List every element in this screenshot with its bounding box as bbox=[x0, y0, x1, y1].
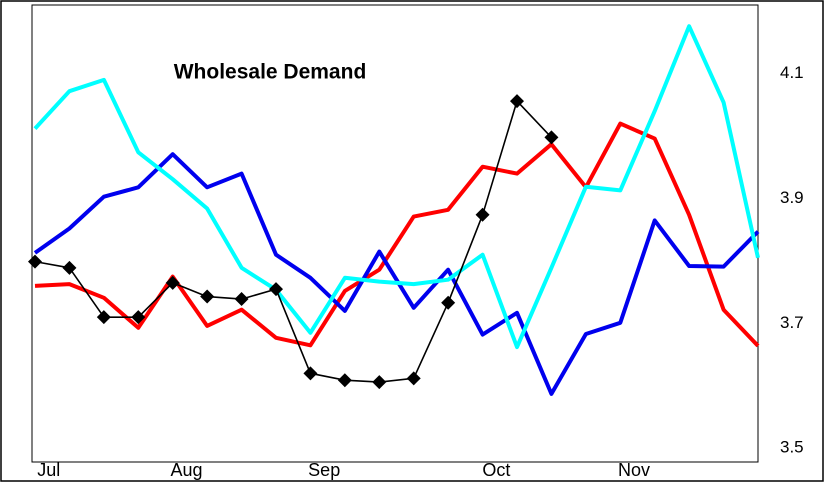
point-marker bbox=[131, 310, 146, 325]
x-tick-label: Oct bbox=[482, 460, 510, 480]
point-marker bbox=[372, 375, 387, 390]
y-tick-label: 3.7 bbox=[780, 313, 804, 332]
marks bbox=[28, 24, 760, 396]
point-marker bbox=[441, 295, 456, 310]
x-tick-label: Jul bbox=[37, 460, 60, 480]
y-tick-label: 3.9 bbox=[780, 188, 804, 207]
x-tick-label: Sep bbox=[308, 460, 340, 480]
point-marker bbox=[510, 94, 524, 109]
x-tick-label: Aug bbox=[170, 460, 202, 480]
point-marker bbox=[96, 310, 111, 325]
point-marker bbox=[303, 366, 318, 381]
point-marker bbox=[234, 292, 249, 307]
chart-title: Wholesale Demand bbox=[174, 61, 367, 84]
point-marker bbox=[269, 282, 283, 297]
series-line bbox=[34, 121, 760, 348]
y-tick-label: 3.5 bbox=[780, 438, 804, 457]
point-marker bbox=[475, 207, 490, 222]
point-marker bbox=[406, 371, 421, 386]
series-line bbox=[33, 24, 760, 350]
series-line bbox=[33, 152, 760, 396]
point-marker bbox=[28, 254, 42, 269]
point-marker bbox=[544, 130, 559, 145]
series-line bbox=[34, 100, 552, 383]
point-marker bbox=[200, 289, 215, 304]
x-tick-label: Nov bbox=[618, 460, 650, 480]
point-marker bbox=[165, 275, 180, 290]
y-tick-label: 4.1 bbox=[780, 63, 804, 82]
plot-area bbox=[31, 4, 759, 463]
point-marker bbox=[62, 260, 77, 275]
point-marker bbox=[337, 373, 352, 388]
